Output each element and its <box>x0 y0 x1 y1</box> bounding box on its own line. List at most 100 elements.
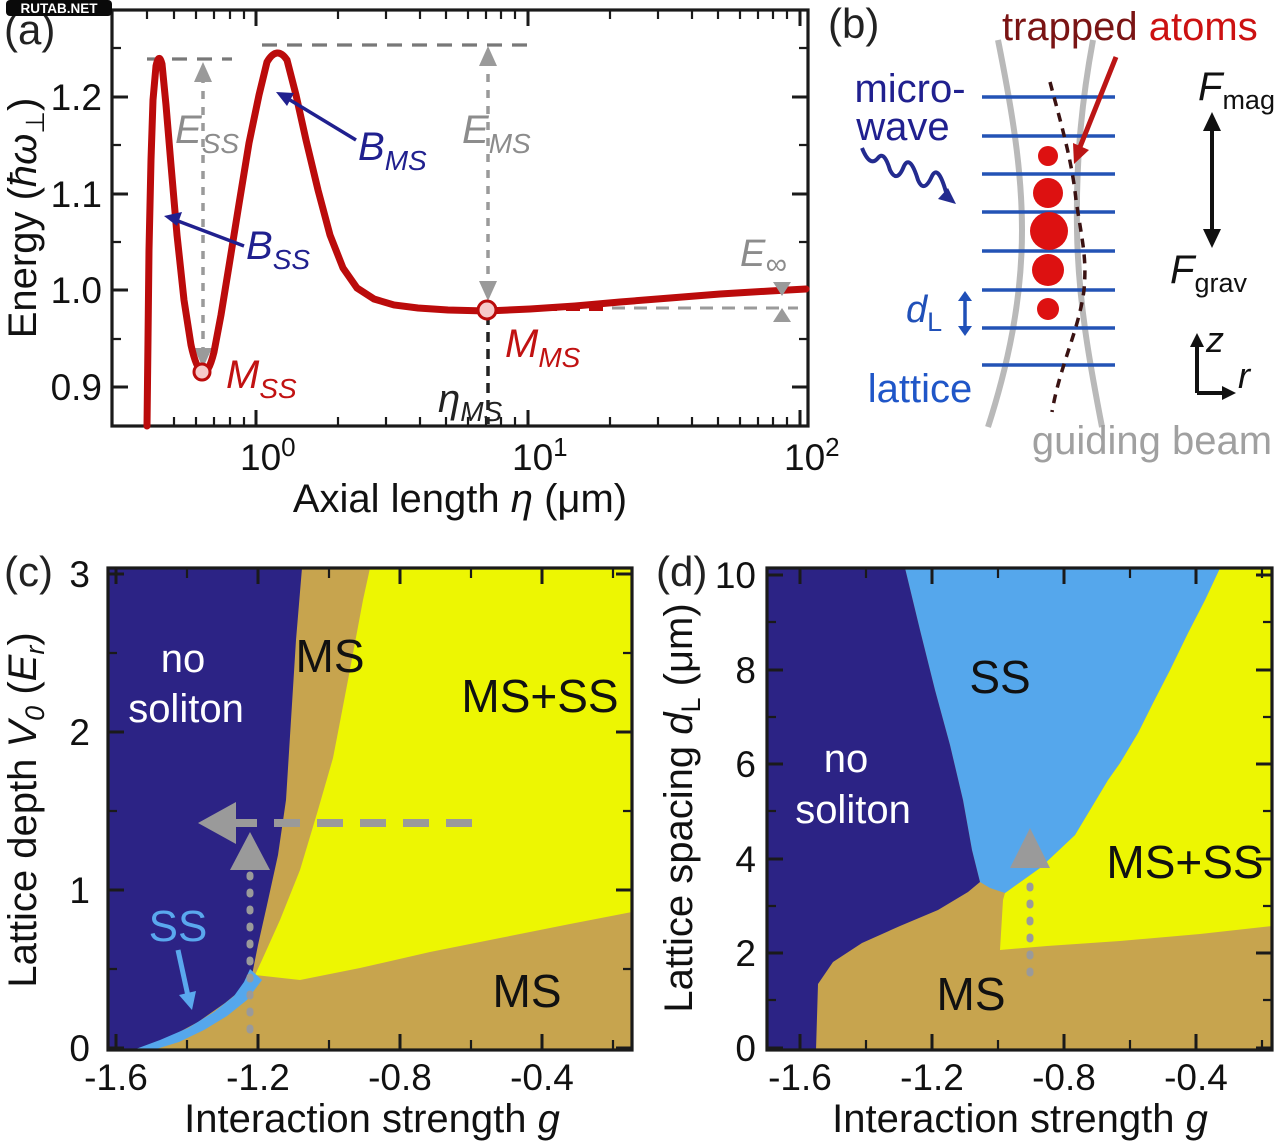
r-axis-arrowhead <box>1222 386 1236 400</box>
panel-c-ylabel: Lattice depth V0 (Er) <box>1 632 50 987</box>
panel-c-xtick-2: -0.8 <box>368 1057 432 1098</box>
panel-c-xtick-3: -0.4 <box>510 1057 574 1098</box>
panel-d-ytick-8: 8 <box>735 650 756 691</box>
panel-d-xtick-2: -0.8 <box>1032 1057 1096 1098</box>
panel-d-xtick-1: -1.2 <box>900 1057 964 1098</box>
ems-label: EMS <box>462 108 531 159</box>
einf-arrowhead-up <box>773 308 791 322</box>
panel-a-ylabel: Energy (ħω⊥) <box>1 98 50 339</box>
region-c-no-soliton <box>108 568 302 1050</box>
eta-ms-label: ηMS <box>438 377 503 427</box>
panel-d-ytick-10: 10 <box>715 555 756 596</box>
panel-d-xtick-3: -0.4 <box>1164 1057 1228 1098</box>
fmag-label: Fmag <box>1198 65 1275 115</box>
panel-c: (c) 3 2 1 0 -1.6 -1.2 -0.8 -0.4 Interact… <box>1 548 634 1141</box>
panel-c-dashed-arrow-head <box>198 802 236 844</box>
mms-label: MMS <box>505 322 581 373</box>
mms-marker <box>476 299 498 321</box>
panel-d-msss-label: MS+SS <box>1106 836 1263 888</box>
panel-c-ytick-3: 3 <box>69 554 90 595</box>
panel-c-msss-label: MS+SS <box>461 670 618 722</box>
panel-a: (a) 1.2 1.1 1.0 0.9 100 101 102 Axial le… <box>1 6 840 521</box>
region-d-no-soliton <box>767 568 980 1050</box>
dl-arrowhead-up <box>958 291 972 301</box>
panel-a-minor-ticks <box>112 10 808 426</box>
panel-d-ylabel: Lattice spacing dL (μm) <box>657 603 706 1012</box>
panel-d-ms-label: MS <box>937 968 1006 1020</box>
panel-b: (b) trapped atoms micro- wave Fmag Fgrav… <box>828 0 1275 463</box>
panel-d-ytick-6: 6 <box>735 744 756 785</box>
guiding-beam-right <box>1073 39 1105 428</box>
bms-label: BMS <box>358 125 427 176</box>
einf-arrowhead-down <box>773 282 791 296</box>
fgrav-label: Fgrav <box>1170 248 1247 298</box>
panel-c-soliton-label: soliton <box>128 687 244 731</box>
panel-c-ss-pointer-head <box>179 991 196 1010</box>
panel-c-ss-pointer-line <box>175 949 191 997</box>
panel-c-ytick-1: 1 <box>69 870 90 911</box>
z-axis-label: z <box>1205 319 1224 360</box>
panel-d-soliton-label: soliton <box>795 788 911 832</box>
region-d-ss <box>905 568 1220 893</box>
panel-d-no-label: no <box>824 737 869 781</box>
panel-a-xtick-100: 102 <box>784 432 840 478</box>
panel-a-ytick-1.2: 1.2 <box>51 77 102 118</box>
microwave-arrowhead <box>938 188 956 204</box>
watermark-background <box>6 0 112 16</box>
atom-5 <box>1037 298 1059 320</box>
panel-d-ytick-0: 0 <box>735 1028 756 1069</box>
atom-1 <box>1038 146 1058 166</box>
panel-d-minor-ticks <box>767 568 1272 1050</box>
panel-c-xtick-0: -1.6 <box>84 1057 148 1098</box>
microwave-label-line2: wave <box>855 105 949 149</box>
panel-d-xlabel: Interaction strength g <box>832 1097 1208 1141</box>
panel-c-no-label: no <box>161 637 206 681</box>
guiding-beam-left <box>985 39 1026 428</box>
panel-c-ytick-0: 0 <box>69 1028 90 1069</box>
ess-label: ESS <box>175 108 239 159</box>
panel-a-ytick-0.9: 0.9 <box>51 367 102 408</box>
panel-c-tag: (c) <box>4 548 53 595</box>
trapped-atoms-pointer-line <box>1077 56 1119 148</box>
panel-c-ms-top-label: MS <box>296 630 365 682</box>
panel-d-tag: (d) <box>656 548 707 595</box>
panel-d-major-ticks <box>767 568 1272 1050</box>
lattice-lines <box>982 95 1115 367</box>
panel-d-frame <box>765 566 1274 1052</box>
ems-arrowhead-up <box>479 46 497 66</box>
panel-a-ytick-1.1: 1.1 <box>51 174 102 215</box>
guiding-beam-label: guiding beam <box>1032 419 1272 463</box>
panel-c-ms-bottom-label: MS <box>493 965 562 1017</box>
ess-arrowhead-up <box>194 62 212 82</box>
lattice-label: lattice <box>868 367 973 411</box>
microwave-wavy-arrow <box>860 147 948 193</box>
ess-arrowhead-down <box>194 348 212 368</box>
watermark-text: RUTAB.NET <box>21 1 99 16</box>
panel-c-major-ticks <box>108 568 632 1050</box>
panel-c-minor-ticks <box>108 568 632 1050</box>
mss-marker <box>192 362 212 382</box>
panel-d-ytick-4: 4 <box>735 839 756 880</box>
panel-a-major-ticks <box>112 10 808 426</box>
dl-label: dL <box>906 289 942 337</box>
bss-label: BSS <box>246 224 310 275</box>
microwave-label-line1: micro- <box>854 67 965 111</box>
ems-arrowhead-down <box>479 281 497 301</box>
dl-arrowhead-down <box>958 326 972 336</box>
panel-c-xlabel: Interaction strength g <box>184 1097 560 1141</box>
panel-d-ytick-2: 2 <box>735 933 756 974</box>
panel-c-ss-label: SS <box>149 902 208 951</box>
trapped-atoms-label: trapped atoms <box>1002 5 1258 49</box>
panel-a-xlabel: Axial length η (μm) <box>293 477 627 521</box>
force-arrowhead-down <box>1203 229 1221 248</box>
panel-a-ytick-1.0: 1.0 <box>51 270 102 311</box>
atom-2 <box>1033 178 1063 208</box>
region-d-msss <box>1000 568 1272 950</box>
bms-pointer-line <box>289 98 357 142</box>
panel-d-xtick-0: -1.6 <box>768 1057 832 1098</box>
trapped-atoms-pointer-head <box>1073 143 1089 164</box>
r-axis-label: r <box>1238 355 1252 396</box>
watermark-badge: RUTAB.NET <box>6 0 112 16</box>
